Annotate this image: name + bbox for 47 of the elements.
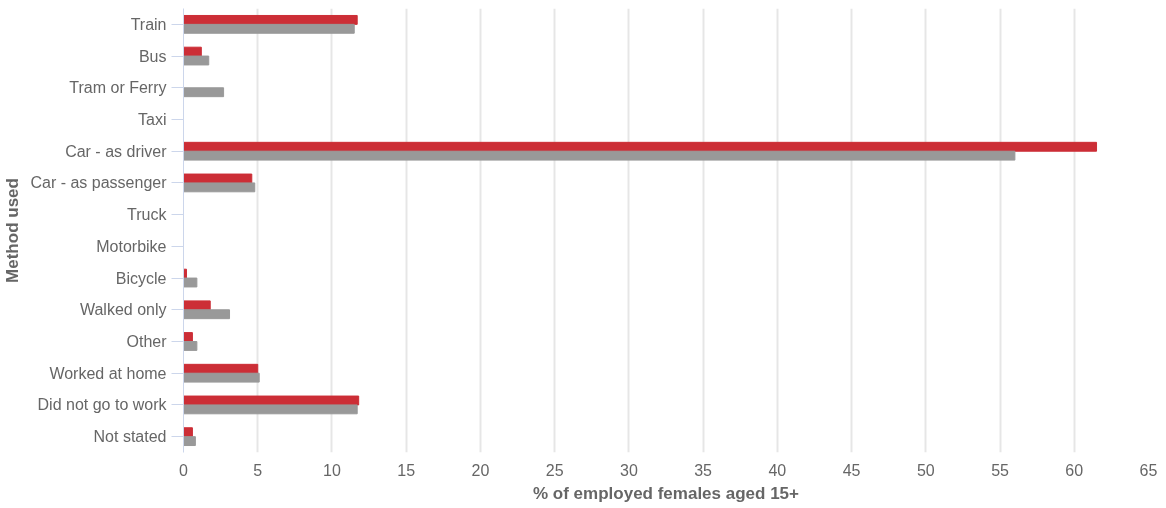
y-tick-label: Taxi [138, 111, 167, 128]
x-tick-label: 5 [253, 461, 263, 479]
y-tick-label: Other [126, 333, 168, 350]
x-tick-label: 20 [471, 461, 490, 479]
x-tick-label: 30 [619, 461, 638, 479]
bar [183, 14, 358, 25]
x-tick-label: 55 [991, 461, 1010, 479]
x-tick-label: 65 [1139, 461, 1158, 479]
y-tick-label: Train [130, 15, 167, 33]
y-axis-title: Method used [3, 178, 23, 283]
y-tick-label: Did not go to work [37, 396, 168, 414]
bar [183, 395, 360, 406]
bar [183, 300, 211, 311]
y-tick-label: Motorbike [96, 237, 167, 255]
y-tick-label: Walked only [79, 301, 167, 319]
bar [183, 55, 210, 66]
bar [183, 404, 358, 415]
x-tick-label: 15 [397, 461, 416, 479]
bar [183, 141, 1098, 152]
y-tick-label: Tram or Ferry [69, 79, 167, 97]
y-tick-label: Truck [127, 206, 168, 224]
y-tick-label: Car - as passenger [30, 174, 168, 192]
y-tick-label: Bus [138, 47, 167, 65]
x-tick-label: 60 [1065, 461, 1084, 479]
bar [183, 182, 256, 193]
x-tick-label: 45 [842, 461, 861, 479]
x-tick-label: 25 [545, 461, 564, 479]
bar [183, 363, 259, 374]
y-tick-label: Not stated [93, 428, 167, 446]
bar [183, 436, 196, 447]
bar [183, 173, 253, 184]
bar [183, 23, 355, 34]
x-tick-label: 50 [916, 461, 935, 479]
y-tick-label: Car - as driver [65, 142, 168, 160]
x-axis-title: % of employed females aged 15+ [533, 483, 800, 503]
y-tick-label: Worked at home [49, 364, 167, 382]
bar [183, 372, 260, 383]
y-tick-label: Bicycle [115, 269, 167, 287]
x-tick-label: 35 [694, 461, 713, 479]
bar [183, 341, 198, 351]
bar [183, 309, 231, 320]
x-tick-label: 10 [323, 461, 341, 479]
bar [183, 150, 1016, 161]
bar [183, 87, 225, 98]
x-tick-label: 0 [179, 461, 189, 479]
bar [183, 277, 198, 288]
x-tick-label: 40 [768, 461, 787, 479]
